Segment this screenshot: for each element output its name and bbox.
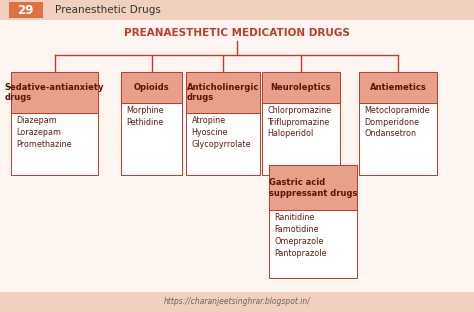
Text: Metoclopramide
Domperidone
Ondansetron: Metoclopramide Domperidone Ondansetron xyxy=(365,106,430,138)
Text: Chlorpromazine
Triflupromazine
Haloperidol: Chlorpromazine Triflupromazine Haloperid… xyxy=(267,106,332,138)
Text: Sedative-antianxiety
drugs: Sedative-antianxiety drugs xyxy=(5,83,104,102)
FancyBboxPatch shape xyxy=(11,113,99,175)
FancyBboxPatch shape xyxy=(121,72,182,103)
Text: https://charanjeetsinghrar.blogspot.in/: https://charanjeetsinghrar.blogspot.in/ xyxy=(164,297,310,306)
FancyBboxPatch shape xyxy=(262,103,340,175)
FancyBboxPatch shape xyxy=(359,72,437,103)
Text: Morphine
Pethidine: Morphine Pethidine xyxy=(127,106,164,127)
FancyBboxPatch shape xyxy=(269,165,356,210)
FancyBboxPatch shape xyxy=(186,113,259,175)
FancyBboxPatch shape xyxy=(269,210,356,278)
FancyBboxPatch shape xyxy=(0,0,474,20)
Text: 29: 29 xyxy=(18,4,34,17)
Text: Ranitidine
Famotidine
Omeprazole
Pantoprazole: Ranitidine Famotidine Omeprazole Pantopr… xyxy=(274,213,327,258)
Text: PREANAESTHETIC MEDICATION DRUGS: PREANAESTHETIC MEDICATION DRUGS xyxy=(124,28,350,38)
Text: Neuroleptics: Neuroleptics xyxy=(271,83,331,92)
FancyBboxPatch shape xyxy=(11,72,99,113)
Text: Antiemetics: Antiemetics xyxy=(370,83,427,92)
Text: Preanesthetic Drugs: Preanesthetic Drugs xyxy=(55,5,160,15)
Text: Diazepam
Lorazepam
Promethazine: Diazepam Lorazepam Promethazine xyxy=(16,116,72,149)
FancyBboxPatch shape xyxy=(186,72,259,113)
Text: Gastric acid
suppressant drugs: Gastric acid suppressant drugs xyxy=(269,178,357,197)
Text: Opioids: Opioids xyxy=(134,83,170,92)
FancyBboxPatch shape xyxy=(9,2,43,18)
Text: Atropine
Hyoscine
Glycopyrrolate: Atropine Hyoscine Glycopyrrolate xyxy=(191,116,251,149)
FancyBboxPatch shape xyxy=(262,72,340,103)
FancyBboxPatch shape xyxy=(359,103,437,175)
Text: Anticholinergic
drugs: Anticholinergic drugs xyxy=(187,83,259,102)
FancyBboxPatch shape xyxy=(121,103,182,175)
FancyBboxPatch shape xyxy=(0,292,474,312)
